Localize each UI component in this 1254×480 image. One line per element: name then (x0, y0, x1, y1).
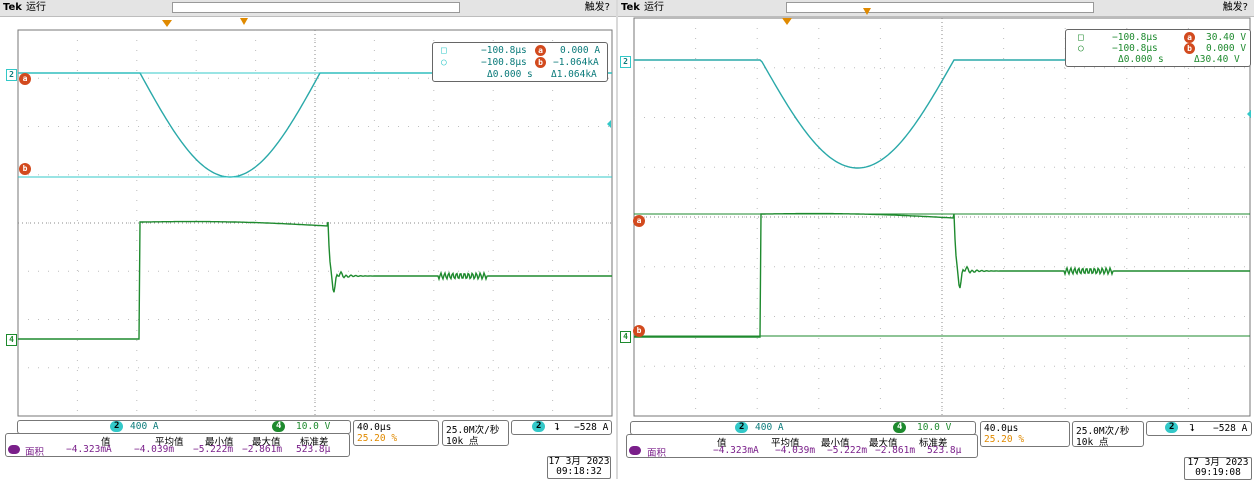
brand-label: Tek (621, 2, 640, 13)
record-view-bar (786, 2, 1094, 13)
cursor-b-icon: b (535, 57, 546, 68)
trigger-level-icon (607, 120, 611, 128)
ch4-ground-marker: 4 (620, 331, 631, 343)
ch4-scale: 10.0 V (917, 422, 952, 433)
scope-screen-right: Tek 运行 触发? 2 a b 4 □ −100.8μs a 30.40 V ○ −1… (618, 0, 1254, 480)
trigger-status: 触发? (584, 2, 610, 13)
brand-label: Tek (3, 2, 22, 13)
ch2-waveform (18, 72, 612, 178)
screen-divider (616, 0, 618, 479)
expansion-point-icon (863, 8, 871, 15)
ch4-ground-marker: 4 (6, 334, 17, 346)
datetime-box: 17 3月 2023 09:18:32 (547, 456, 611, 479)
ch2-ground-marker: 2 (6, 69, 17, 81)
circle-icon: ○ (1078, 43, 1084, 54)
expansion-point-icon (240, 18, 248, 25)
trigger-box[interactable]: 2 ⮧ −528 A (1146, 421, 1252, 436)
timebase-box[interactable]: 40.0μs 25.20 % (353, 420, 439, 446)
graticule-grid (17, 29, 613, 417)
trigger-slope-icon: ⮧ (554, 422, 560, 433)
cursor-readout: □ −100.8μs a 0.000 A ○ −100.8μs b −1.064kA Δ0.… (432, 42, 608, 82)
channel-scale-box[interactable]: 2 400 A 4 10.0 V (630, 421, 976, 435)
waveform-graticule (633, 8, 1251, 417)
trigger-level-icon (1247, 110, 1251, 118)
measurement-box[interactable]: 面积 值 平均值 最小值 最大值 标准差 −4.323mA −4.039m −5… (5, 433, 350, 458)
sample-rate-box[interactable]: 25.0M次/秒 10k 点 (442, 420, 509, 447)
ch2-scale: 400 A (755, 422, 784, 433)
cursor-a-icon: a (535, 45, 546, 56)
trigger-position-icon (782, 18, 792, 25)
record-view-bar (172, 2, 460, 13)
trigger-position: 25.20 % (357, 433, 398, 444)
circle-icon: ○ (441, 57, 447, 68)
cursor-a-marker: a (19, 73, 31, 85)
math-icon (629, 446, 641, 455)
run-status: 运行 (644, 2, 664, 13)
cursor-a-icon: a (1184, 32, 1195, 43)
square-icon: □ (1078, 32, 1084, 43)
math-icon (8, 445, 20, 454)
trigger-level: −528 A (1213, 423, 1248, 434)
datetime-box: 17 3月 2023 09:19:08 (1184, 457, 1252, 480)
trigger-box[interactable]: 2 ⮧ −528 A (511, 420, 612, 435)
square-icon: □ (441, 45, 447, 56)
measurement-box[interactable]: 面积 值 平均值 最小值 最大值 标准差 −4.323mA −4.039m −5… (626, 434, 978, 459)
ch2-scale: 400 A (130, 421, 159, 432)
ch4-waveform (634, 212, 1250, 338)
sample-rate-box[interactable]: 25.0M次/秒 10k 点 (1072, 421, 1144, 448)
ch4-waveform (18, 220, 612, 340)
cursor-b-icon: b (1184, 43, 1195, 54)
cursor-readout: □ −100.8μs a 30.40 V ○ −100.8μs b 0.000 V Δ0.0… (1065, 29, 1251, 67)
trigger-position-icon (162, 20, 172, 27)
ch2-ground-marker: 2 (620, 56, 631, 68)
trigger-level: −528 A (574, 422, 609, 433)
trigger-position: 25.20 % (984, 434, 1025, 445)
cursor-b-marker: b (633, 325, 645, 337)
scope-screen-left: Tek 运行 触发? 2 a b 4 □ −100.8μs a 0.000 A ○ −1… (0, 0, 616, 479)
trigger-slope-icon: ⮧ (1189, 423, 1195, 434)
run-status: 运行 (26, 2, 46, 13)
cursor-a-marker: a (633, 215, 645, 227)
timebase-box[interactable]: 40.0μs 25.20 % (980, 421, 1070, 447)
trigger-status: 触发? (1222, 2, 1248, 13)
cursor-b-marker: b (19, 163, 31, 175)
channel-scale-box[interactable]: 2 400 A 4 10.0 V (17, 420, 351, 434)
ch4-scale: 10.0 V (296, 421, 331, 432)
